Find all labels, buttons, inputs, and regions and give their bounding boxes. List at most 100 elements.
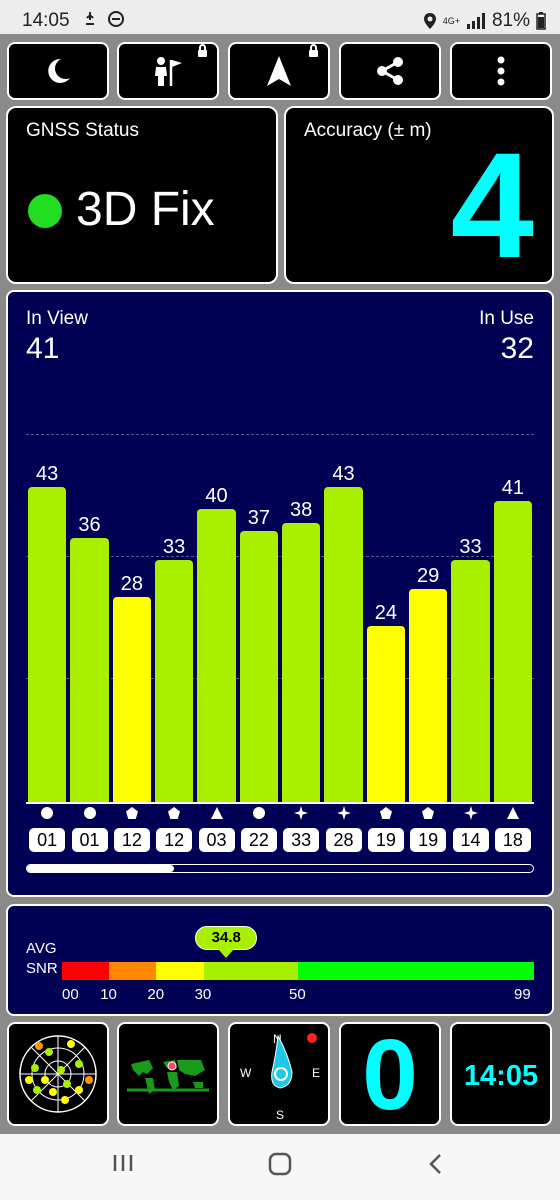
snr-tick-label: 10 — [100, 986, 117, 1003]
satellite-prn-label: 33 — [283, 828, 320, 852]
snr-bar — [197, 508, 236, 802]
bar-value-label: 40 — [205, 484, 228, 507]
share-button[interactable] — [339, 42, 441, 100]
battery-percent: 81% — [491, 10, 530, 31]
snr-scale-segment — [203, 962, 298, 980]
star-icon — [463, 806, 478, 820]
snr-scale-segment — [109, 962, 157, 980]
satellite-snr-chart[interactable]: In View 41 In Use 32 43 36 28 33 40 37 38 43 24 2… — [6, 290, 554, 897]
snr-bar — [451, 560, 490, 802]
satellite-prn-label: 19 — [410, 828, 447, 852]
snr-bar — [112, 596, 151, 802]
satellite-prn-label: 19 — [367, 828, 404, 852]
compass-button[interactable]: N E S W — [228, 1022, 330, 1126]
network-type: 4G+ — [442, 15, 460, 26]
accuracy-panel[interactable]: Accuracy (± m) 4 — [284, 106, 554, 284]
person-flag-icon — [155, 57, 182, 86]
pentagon-icon — [168, 807, 181, 819]
fix-indicator-dot — [28, 194, 62, 228]
snr-scale-segment — [298, 962, 534, 980]
navigation-button[interactable] — [228, 42, 330, 100]
system-navigation-bar — [0, 1134, 560, 1200]
bar-value-label: 28 — [120, 572, 143, 595]
satellite-prn-label: 14 — [452, 828, 489, 852]
signal-icon — [466, 13, 485, 29]
in-view-label: In View — [26, 308, 88, 329]
map-view-button[interactable] — [117, 1022, 219, 1126]
gridline — [26, 556, 534, 557]
back-button[interactable] — [426, 1152, 446, 1181]
clock-button[interactable]: 14:05 — [450, 1022, 552, 1126]
snr-tick-label: 50 — [289, 986, 306, 1003]
triangle-icon — [506, 807, 519, 819]
satellite-prn-label: 01 — [29, 828, 66, 852]
snr-tick-label: 99 — [514, 986, 531, 1003]
snr-label: SNR — [26, 960, 58, 977]
snr-tick-label: 20 — [147, 986, 165, 1003]
radar-view-button[interactable] — [7, 1022, 109, 1126]
gridline — [26, 434, 534, 435]
observer-button[interactable] — [117, 42, 219, 100]
navigation-arrow-icon — [267, 56, 291, 86]
avg-snr-panel: AVG SNR 00 10 20 30 50 99 34.8 — [6, 904, 554, 1016]
avg-snr-pointer — [218, 949, 235, 958]
moon-icon — [48, 58, 70, 83]
snr-bar — [155, 560, 194, 802]
status-bar: 14:05 4G+ 81% — [0, 0, 560, 40]
in-use-count: 32 — [500, 332, 534, 365]
recents-icon — [113, 1155, 133, 1171]
snr-bar — [70, 538, 109, 802]
bar-value-label: 41 — [501, 477, 524, 500]
snr-scale-bar — [62, 962, 534, 980]
satellite-prn-label: 28 — [325, 828, 362, 852]
night-mode-button[interactable] — [7, 42, 109, 100]
avg-label: AVG — [26, 940, 57, 957]
gridline — [26, 678, 534, 679]
speed-button[interactable]: 0 — [339, 1022, 441, 1126]
snr-tick-label: 00 — [62, 986, 79, 1003]
accuracy-label: Accuracy (± m) — [304, 120, 432, 141]
bar-value-label: 33 — [163, 536, 186, 558]
share-icon — [377, 57, 403, 85]
snr-tick-label: 30 — [194, 986, 212, 1003]
gnss-status-panel[interactable]: GNSS Status 3D Fix — [6, 106, 278, 284]
satellite-prn-label: 12 — [113, 828, 150, 852]
home-button[interactable] — [268, 1152, 292, 1181]
lock-icon — [198, 44, 207, 57]
home-icon — [268, 1152, 292, 1176]
satellite-prn-label: 01 — [71, 828, 108, 852]
snr-scale-segment — [62, 962, 110, 980]
compass-south-label: S — [276, 1108, 285, 1122]
satellite-labels: 01 01 12 12 03 22 33 28 19 19 14 18 — [26, 806, 534, 856]
compass-needle-icon — [271, 1033, 317, 1089]
avg-snr-marker: 34.8 — [195, 926, 258, 958]
status-time: 14:05 — [22, 10, 70, 31]
bar-value-label: 24 — [374, 602, 397, 624]
battery-icon — [536, 12, 546, 30]
chart-scrollbar-thumb[interactable] — [27, 865, 174, 872]
more-button[interactable] — [450, 42, 552, 100]
avg-snr-value: 34.8 — [195, 926, 258, 950]
sky-radar-icon — [19, 1035, 97, 1113]
in-view-count: 41 — [26, 332, 60, 365]
snr-bar — [28, 486, 67, 802]
circle-icon — [41, 807, 54, 819]
more-vertical-icon — [497, 56, 505, 86]
location-icon — [423, 13, 436, 29]
status-notification-icons — [84, 10, 128, 34]
status-right: 4G+ 81% — [423, 10, 546, 32]
satellite-prn-label: 22 — [240, 828, 277, 852]
snr-bar — [493, 501, 532, 802]
snr-bar — [282, 523, 321, 802]
chart-scrollbar[interactable] — [26, 864, 534, 873]
bar-value-label: 37 — [247, 506, 270, 529]
lock-icon — [309, 44, 318, 57]
snr-bar — [324, 486, 363, 802]
speed-value: 0 — [362, 1022, 418, 1126]
snr-scale-segment — [156, 962, 204, 980]
accuracy-value: 4 — [450, 121, 534, 289]
pentagon-icon — [379, 807, 392, 819]
recents-button[interactable] — [112, 1152, 134, 1179]
circle-icon — [252, 807, 265, 819]
snr-bar — [366, 626, 405, 802]
